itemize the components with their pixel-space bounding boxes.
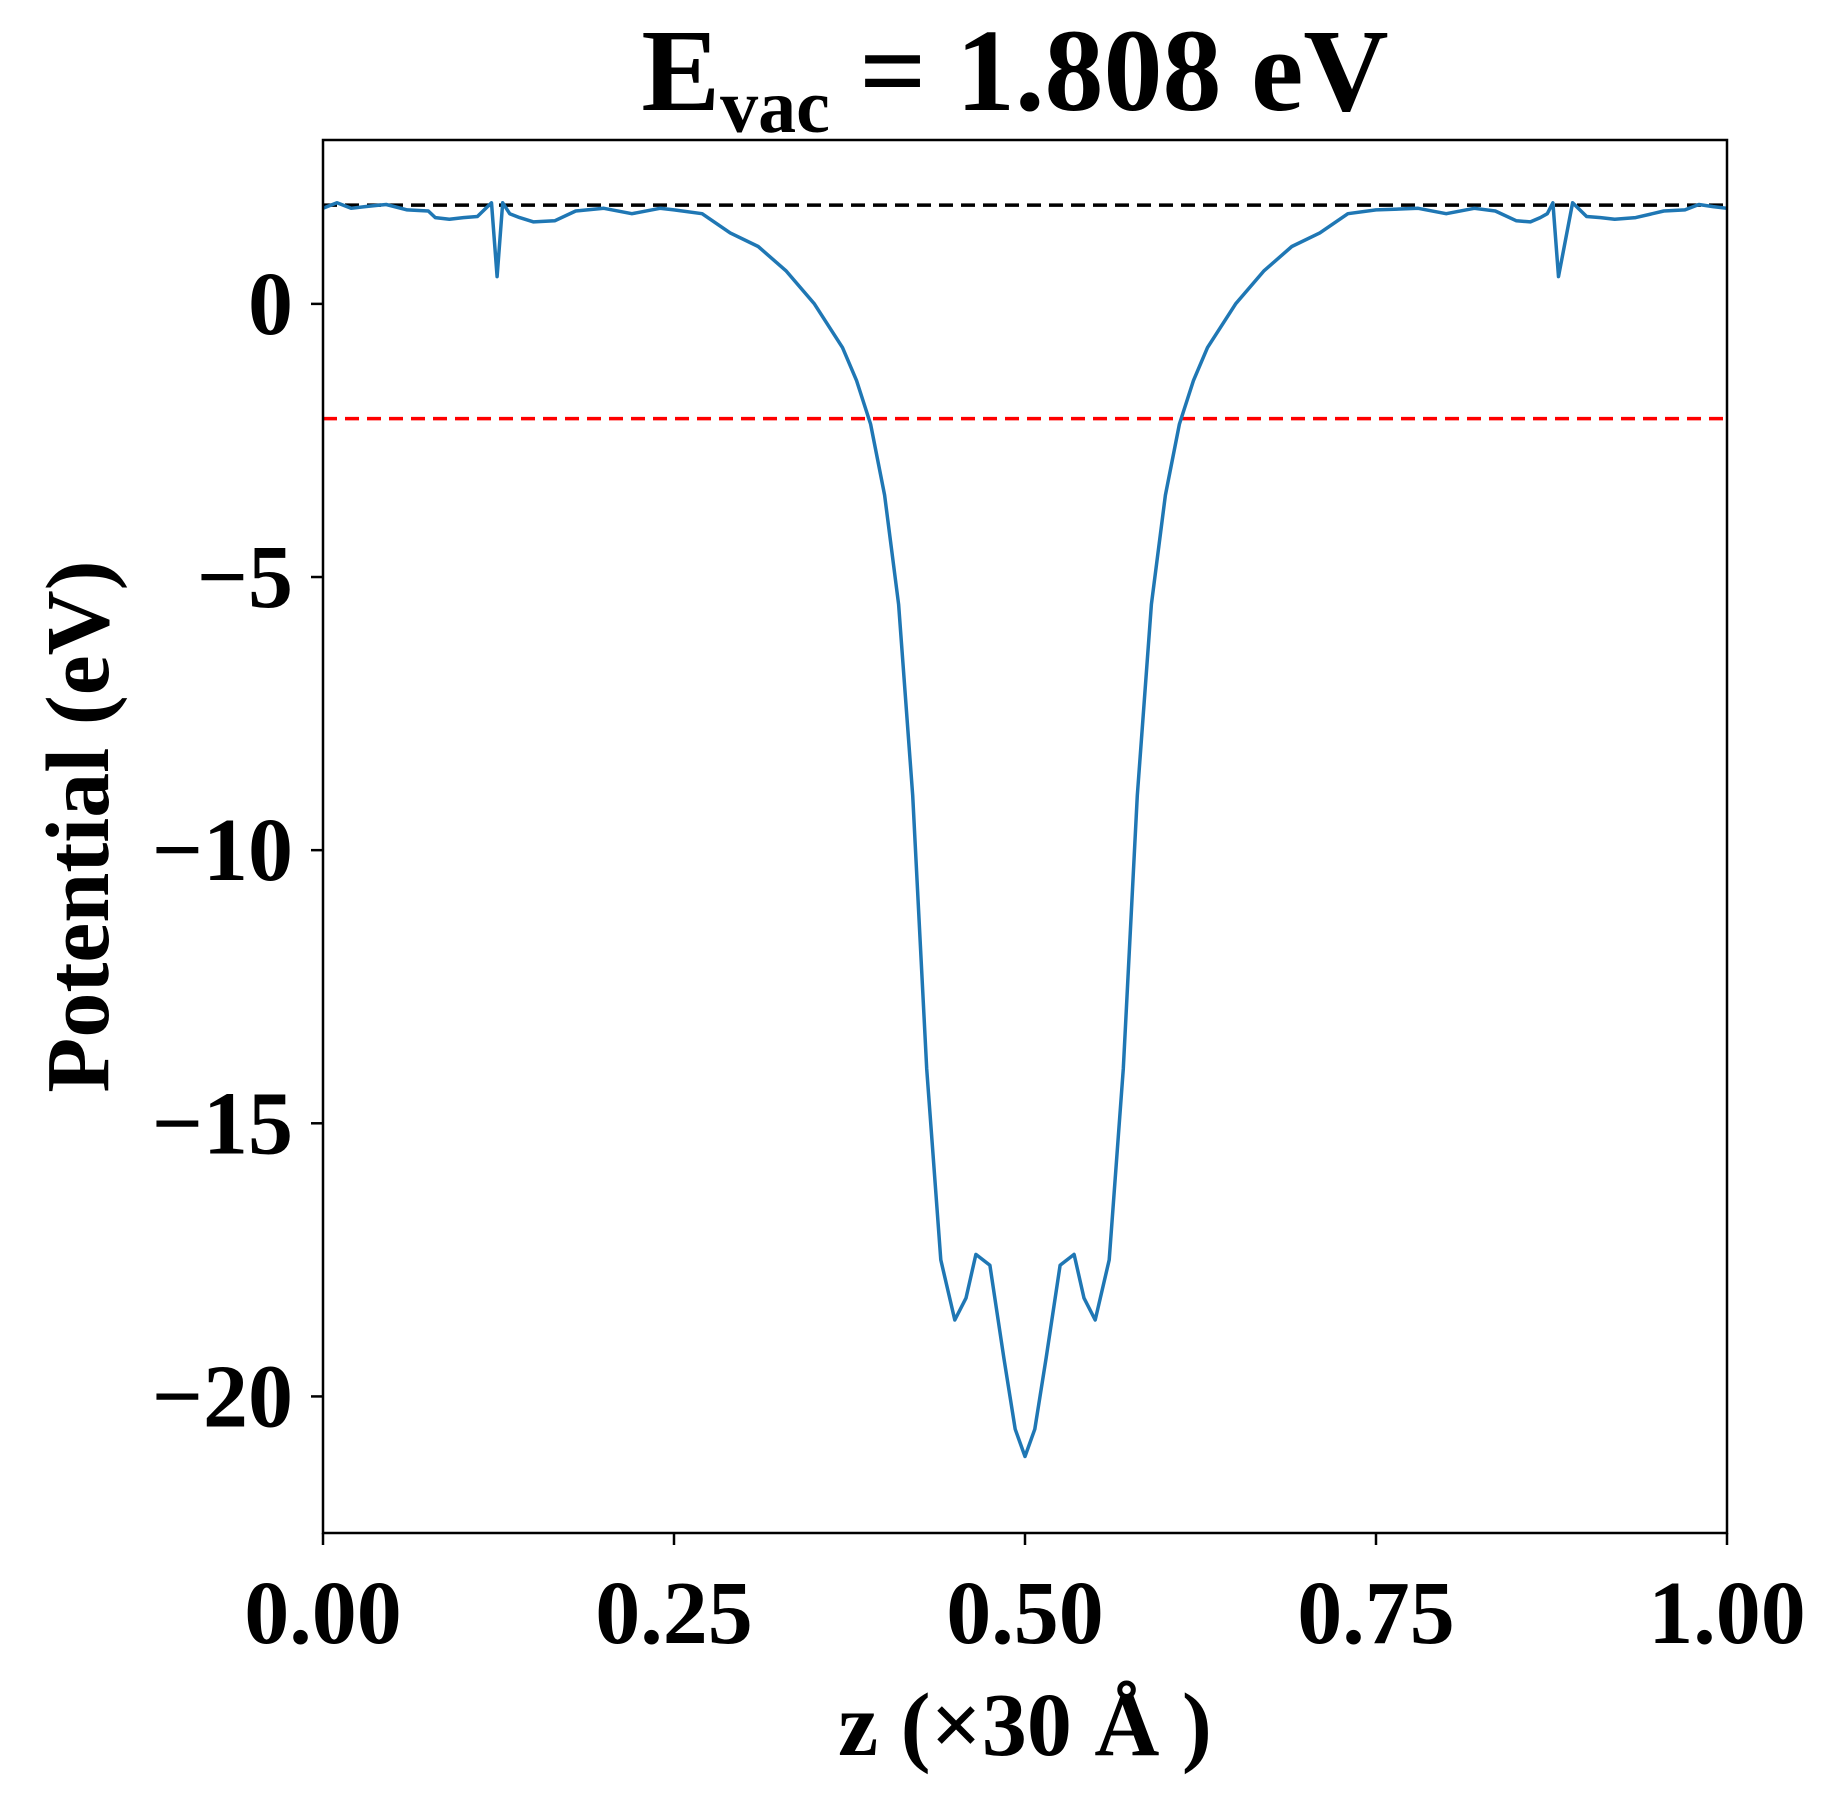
plot-frame — [321, 138, 1729, 1535]
x-axis-label: z (×30 Å ) — [838, 1676, 1212, 1775]
y-tick-label: −5 — [197, 528, 293, 627]
plot-area — [322, 201, 1728, 1459]
x-tick-label: 1.00 — [1648, 1564, 1806, 1663]
y-tick-label: −20 — [152, 1347, 293, 1446]
series-line-0 — [322, 201, 1728, 1459]
x-tick-label: 0.50 — [946, 1564, 1104, 1663]
y-axis-label: Potential (eV) — [29, 560, 128, 1092]
x-tick-label: 0.00 — [244, 1564, 402, 1663]
title-rest: = 1.808 eV — [830, 5, 1389, 136]
y-tick-label: −15 — [152, 1074, 293, 1173]
title-subscript: vac — [720, 65, 830, 149]
x-axis: 0.00 0.25 0.50 0.75 1.00 — [244, 1533, 1806, 1663]
y-tick-label: −10 — [152, 801, 293, 900]
y-axis: 0 −5 −10 −15 −20 — [152, 255, 323, 1446]
chart-title: Evac = 1.808 eV — [641, 5, 1388, 149]
x-tick-label: 0.75 — [1297, 1564, 1455, 1663]
x-tick-label: 0.25 — [595, 1564, 753, 1663]
y-tick-label: 0 — [248, 255, 293, 354]
title-base: E — [641, 5, 720, 136]
